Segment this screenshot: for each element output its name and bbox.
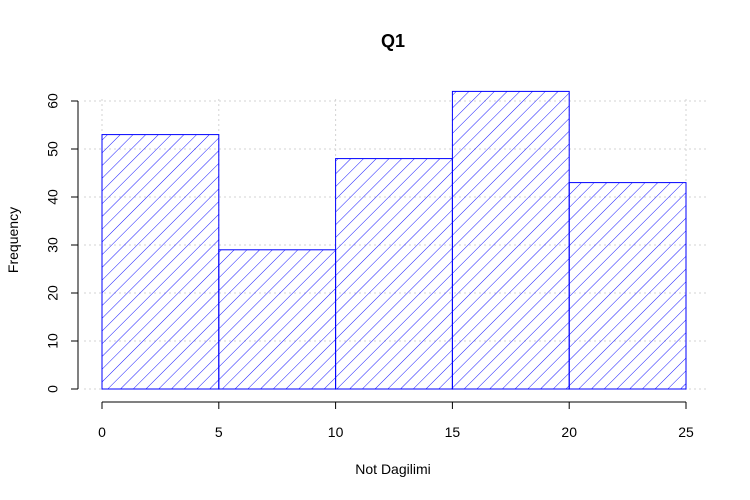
x-tick-label: 5 (215, 424, 223, 440)
x-tick-label: 25 (678, 424, 694, 440)
histogram-bar (101, 134, 220, 390)
y-tick-label: 10 (45, 333, 61, 349)
x-tick-label: 0 (98, 424, 106, 440)
histogram-bar (335, 158, 453, 390)
x-tick-label: 10 (328, 424, 344, 440)
y-tick-label: 60 (45, 93, 61, 109)
x-tick-label: 15 (445, 424, 461, 440)
y-tick-label: 20 (45, 285, 61, 301)
histogram-bar (568, 182, 687, 390)
chart-title: Q1 (381, 31, 405, 51)
y-tick-label: 0 (45, 385, 61, 393)
x-axis: 0 5 10 15 20 25 (98, 401, 694, 440)
y-tick-label: 40 (45, 189, 61, 205)
y-tick-label: 30 (45, 237, 61, 253)
y-axis: 0 10 20 30 40 50 60 (45, 93, 79, 393)
x-tick-label: 20 (561, 424, 577, 440)
y-axis-label: Frequency (5, 207, 21, 273)
x-axis-label: Not Dagilimi (355, 461, 430, 477)
y-tick-label: 50 (45, 141, 61, 157)
histogram-bar (218, 249, 337, 390)
histogram-bar (451, 90, 570, 390)
bars (101, 90, 687, 390)
